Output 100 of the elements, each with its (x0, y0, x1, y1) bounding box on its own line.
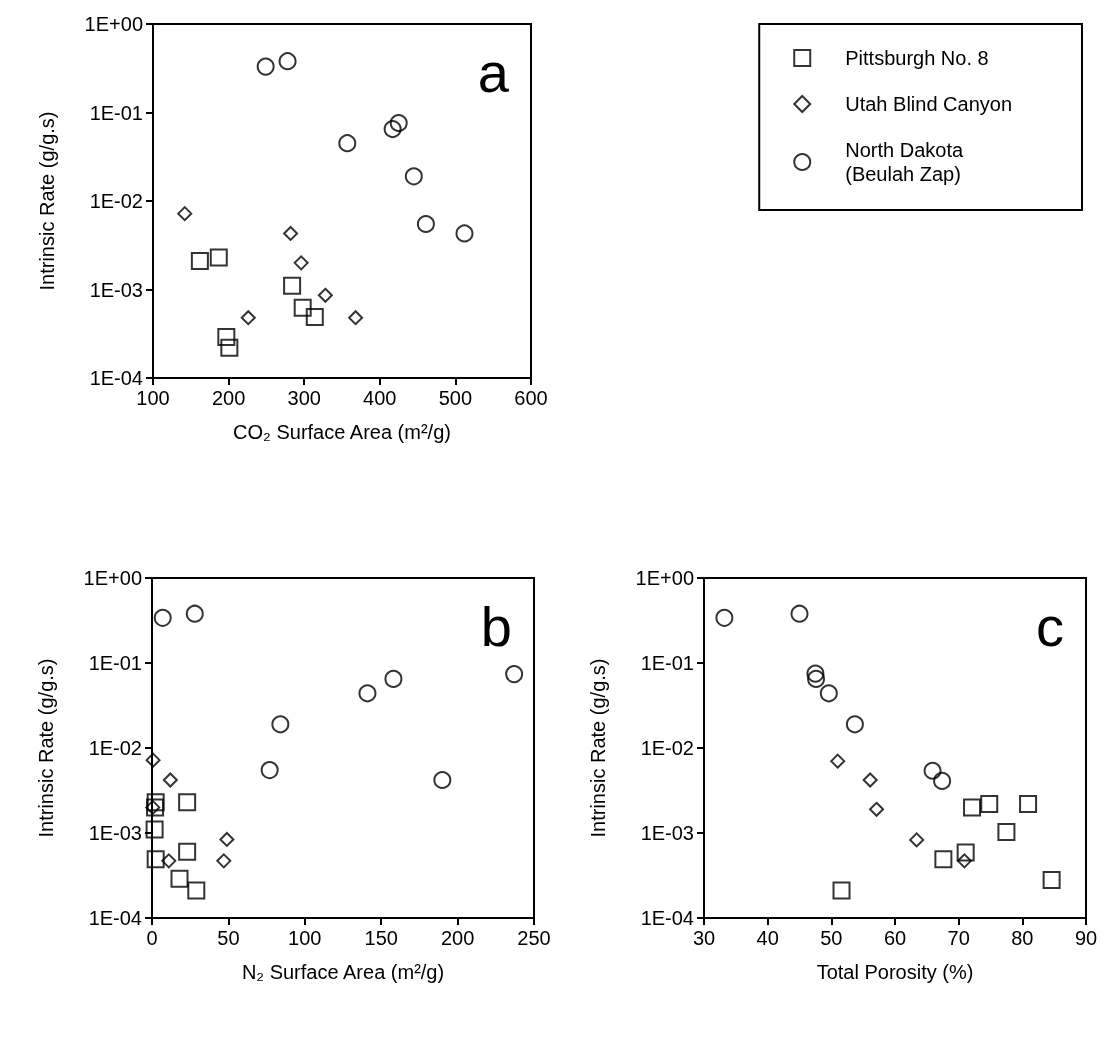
y-tick-label: 1E-01 (89, 101, 143, 124)
point (358, 684, 377, 703)
y-tick-label: 1E-03 (89, 278, 143, 301)
point (178, 793, 197, 812)
annotation: c (1036, 594, 1064, 658)
point (819, 684, 838, 703)
point (161, 853, 177, 869)
point (404, 167, 423, 186)
point (909, 832, 925, 848)
point (260, 761, 279, 780)
point (317, 287, 333, 303)
point (177, 206, 193, 222)
legend-label: Utah Blind Canyon (845, 93, 1013, 115)
annotation: a (477, 40, 510, 104)
point (807, 669, 826, 688)
point (146, 850, 165, 869)
point (869, 801, 885, 817)
y-tick-label: 1E-02 (89, 190, 143, 212)
x-tick-label: 0 (146, 927, 158, 949)
point (845, 715, 864, 734)
legend-label: Pittsburgh No. 8 (845, 47, 989, 69)
point (455, 224, 474, 243)
y-tick-label: 1E-03 (88, 822, 142, 844)
x-tick-label: 500 (438, 387, 473, 409)
x-tick-label: 50 (217, 927, 240, 949)
x-tick-label: 50 (820, 927, 843, 949)
y-tick-label: 1E+00 (635, 567, 694, 589)
point (934, 850, 953, 869)
point (283, 225, 299, 241)
y-tick-label: 1E-04 (89, 367, 143, 389)
point (832, 881, 851, 900)
point (1042, 870, 1061, 889)
point (185, 604, 204, 623)
x-tick-label: 300 (287, 387, 321, 409)
x-tick-label: 90 (1074, 927, 1098, 949)
point (146, 793, 165, 812)
x-axis-title: Total Porosity (%) (816, 961, 974, 983)
x-tick-label: 40 (756, 927, 779, 949)
point (806, 664, 825, 683)
point (219, 831, 235, 847)
point (145, 820, 164, 839)
x-tick-label: 250 (517, 927, 551, 949)
point (997, 822, 1016, 841)
x-axis-title: CO₂ Surface Area (m²/g) (233, 421, 451, 443)
x-tick-label: 80 (1011, 927, 1034, 949)
point (162, 772, 178, 788)
point (256, 57, 275, 76)
point (240, 310, 256, 326)
point (187, 881, 206, 900)
point (283, 276, 302, 295)
point (715, 608, 734, 627)
point (862, 772, 878, 788)
point (416, 214, 435, 233)
point (190, 251, 209, 270)
y-tick-label: 1E-03 (640, 822, 694, 844)
point (338, 134, 357, 153)
y-axis-title: Intrinsic Rate (g/g.s) (36, 111, 58, 291)
x-tick-label: 30 (692, 927, 716, 949)
x-tick-label: 100 (288, 927, 322, 949)
y-tick-label: 1E-01 (640, 652, 694, 674)
x-tick-label: 100 (136, 387, 170, 409)
point (1019, 794, 1038, 813)
point (963, 798, 982, 817)
point (383, 120, 402, 139)
point (790, 604, 809, 623)
point (178, 842, 197, 861)
point (220, 338, 239, 357)
point (145, 799, 161, 815)
point (830, 753, 846, 769)
point (216, 853, 232, 869)
annotation: b (480, 594, 513, 658)
y-tick-label: 1E+00 (84, 13, 143, 35)
y-axis-title: Intrinsic Rate (g/g.s) (587, 658, 609, 838)
y-tick-label: 1E+00 (83, 567, 142, 589)
point (217, 328, 236, 347)
point (433, 771, 452, 790)
legend-label: North Dakota (Beulah Zap) (845, 139, 964, 185)
x-tick-label: 200 (211, 387, 246, 409)
y-axis-title: Intrinsic Rate (g/g.s) (35, 658, 57, 838)
point (305, 307, 324, 326)
x-axis-title: N₂ Surface Area (m²/g) (241, 961, 445, 983)
point (384, 669, 403, 688)
point (956, 853, 972, 869)
x-tick-label: 70 (947, 927, 970, 949)
point (170, 869, 189, 888)
point (293, 298, 312, 317)
point (209, 248, 228, 267)
point (389, 114, 408, 133)
point (505, 665, 524, 684)
x-tick-label: 60 (883, 927, 907, 949)
point (271, 715, 290, 734)
y-tick-label: 1E-04 (640, 907, 694, 929)
point (923, 761, 942, 780)
y-tick-label: 1E-04 (88, 907, 142, 929)
point (146, 798, 165, 817)
point (933, 771, 952, 790)
x-tick-label: 200 (440, 927, 475, 949)
y-tick-label: 1E-02 (88, 737, 142, 759)
x-tick-label: 400 (363, 387, 397, 409)
point (153, 608, 172, 627)
